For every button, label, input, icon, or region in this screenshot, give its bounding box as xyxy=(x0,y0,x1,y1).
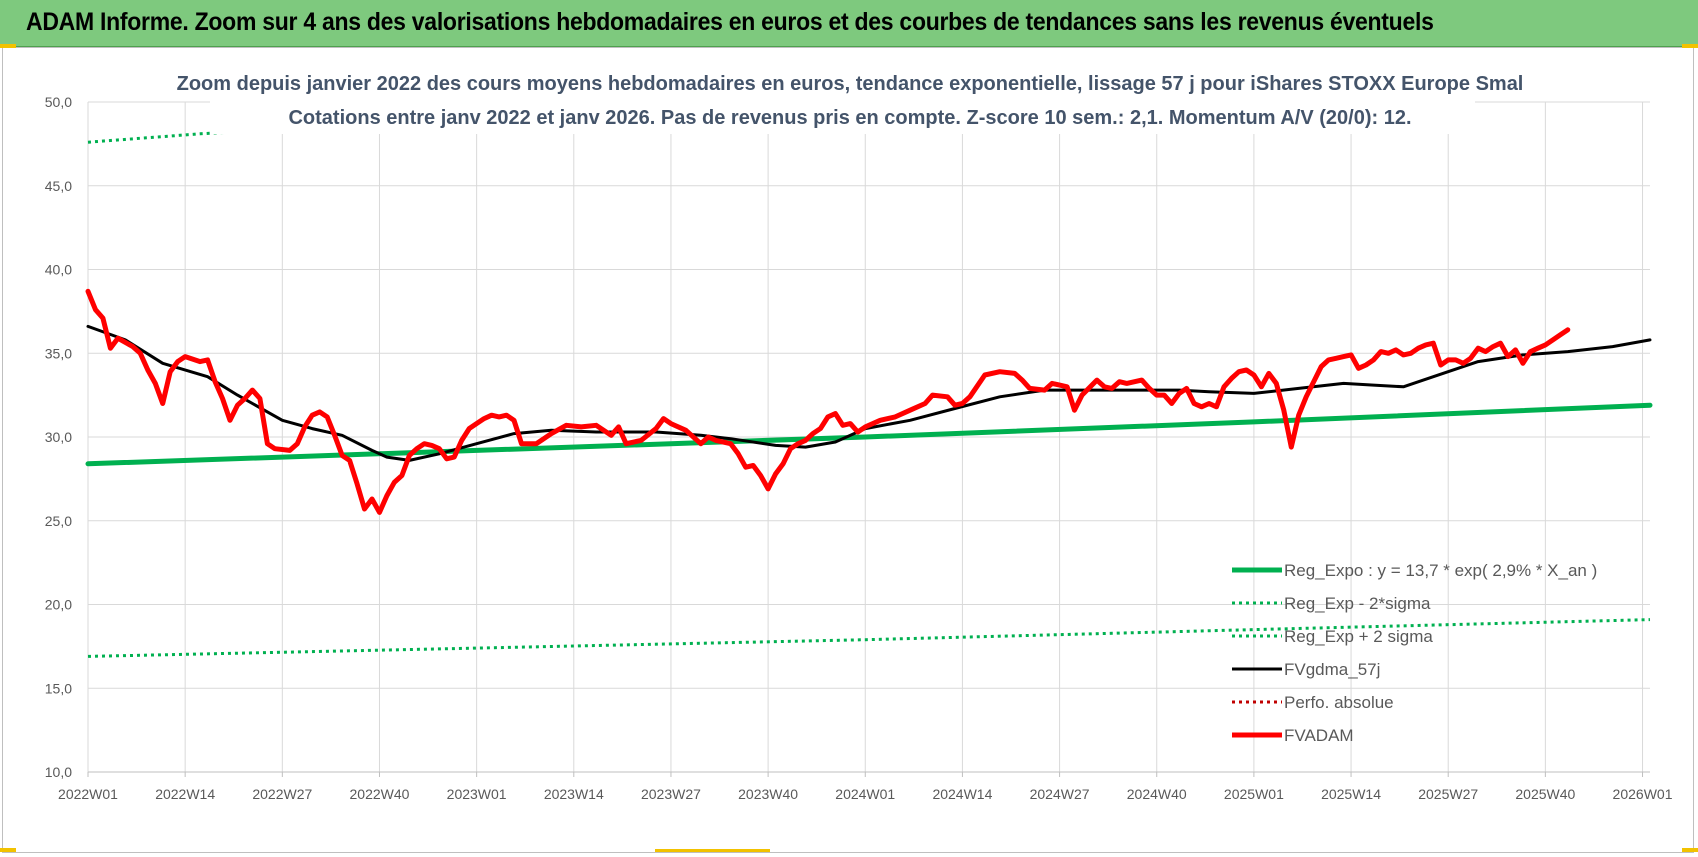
legend-label-0: Reg_Expo : y = 13,7 * exp( 2,9% * X_an ) xyxy=(1284,561,1597,580)
x-tick-label: 2023W27 xyxy=(641,786,701,802)
x-tick-label: 2024W14 xyxy=(932,786,992,802)
x-tick-label: 2023W14 xyxy=(544,786,604,802)
x-tick-label: 2025W27 xyxy=(1418,786,1478,802)
banner-title: ADAM Informe. Zoom sur 4 ans des valoris… xyxy=(26,8,1434,36)
legend-label-3: FVgdma_57j xyxy=(1284,660,1380,679)
x-tick-label: 2023W01 xyxy=(447,786,507,802)
x-tick-label: 2022W40 xyxy=(350,786,410,802)
corner-marker-bottom-left xyxy=(0,848,16,852)
legend: Reg_Expo : y = 13,7 * exp( 2,9% * X_an )… xyxy=(1232,561,1597,745)
series-line-0 xyxy=(85,402,1653,467)
y-tick-label: 35,0 xyxy=(45,345,72,361)
x-tick-label: 2026W01 xyxy=(1613,786,1673,802)
y-tick-label: 45,0 xyxy=(45,178,72,194)
x-tick-label: 2025W14 xyxy=(1321,786,1381,802)
y-tick-label: 40,0 xyxy=(45,262,72,278)
corner-marker-top-left xyxy=(0,44,16,48)
y-tick-label: 25,0 xyxy=(45,513,72,529)
bottom-center-marker xyxy=(655,849,770,852)
corner-marker-bottom-right xyxy=(1682,848,1698,852)
title-backdrop xyxy=(210,64,1475,134)
y-tick-label: 15,0 xyxy=(45,680,72,696)
plot-series xyxy=(85,102,1653,658)
x-tick-label: 2022W01 xyxy=(58,786,118,802)
series-line-5 xyxy=(85,288,1571,515)
series-line-1 xyxy=(87,618,1651,658)
y-tick-label: 20,0 xyxy=(45,597,72,613)
x-tick-label: 2024W40 xyxy=(1127,786,1187,802)
chart-title: Zoom depuis janvier 2022 des cours moyen… xyxy=(177,73,1524,95)
legend-label-5: FVADAM xyxy=(1284,726,1354,745)
y-axis-ticks: 10,0 15,0 20,0 25,0 30,0 35,0 40,0 45,0 50,0 xyxy=(45,94,72,780)
x-tick-label: 2022W14 xyxy=(155,786,215,802)
y-tick-label: 50,0 xyxy=(45,94,72,110)
x-tick-label: 2025W40 xyxy=(1515,786,1575,802)
chart-subtitle: Cotations entre janv 2022 et janv 2026. … xyxy=(288,107,1411,129)
x-tick-label: 2024W27 xyxy=(1030,786,1090,802)
x-axis-ticks: 2022W01 2022W14 2022W27 2022W40 2023W01 2023W… xyxy=(58,771,1673,802)
x-tick-label: 2025W01 xyxy=(1224,786,1284,802)
x-tick-label: 2022W27 xyxy=(252,786,312,802)
legend-label-1: Reg_Exp - 2*sigma xyxy=(1284,594,1431,613)
x-tick-label: 2023W40 xyxy=(738,786,798,802)
y-tick-label: 10,0 xyxy=(45,764,72,780)
x-tick-label: 2024W01 xyxy=(835,786,895,802)
title-banner: ADAM Informe. Zoom sur 4 ans des valoris… xyxy=(0,0,1698,48)
legend-label-2: Reg_Exp + 2 sigma xyxy=(1284,627,1433,646)
corner-marker-top-right xyxy=(1682,44,1698,48)
legend-label-4: Perfo. absolue xyxy=(1284,693,1394,712)
chart-border xyxy=(2,47,1694,853)
series-line-3 xyxy=(86,324,1652,462)
y-tick-label: 30,0 xyxy=(45,429,72,445)
